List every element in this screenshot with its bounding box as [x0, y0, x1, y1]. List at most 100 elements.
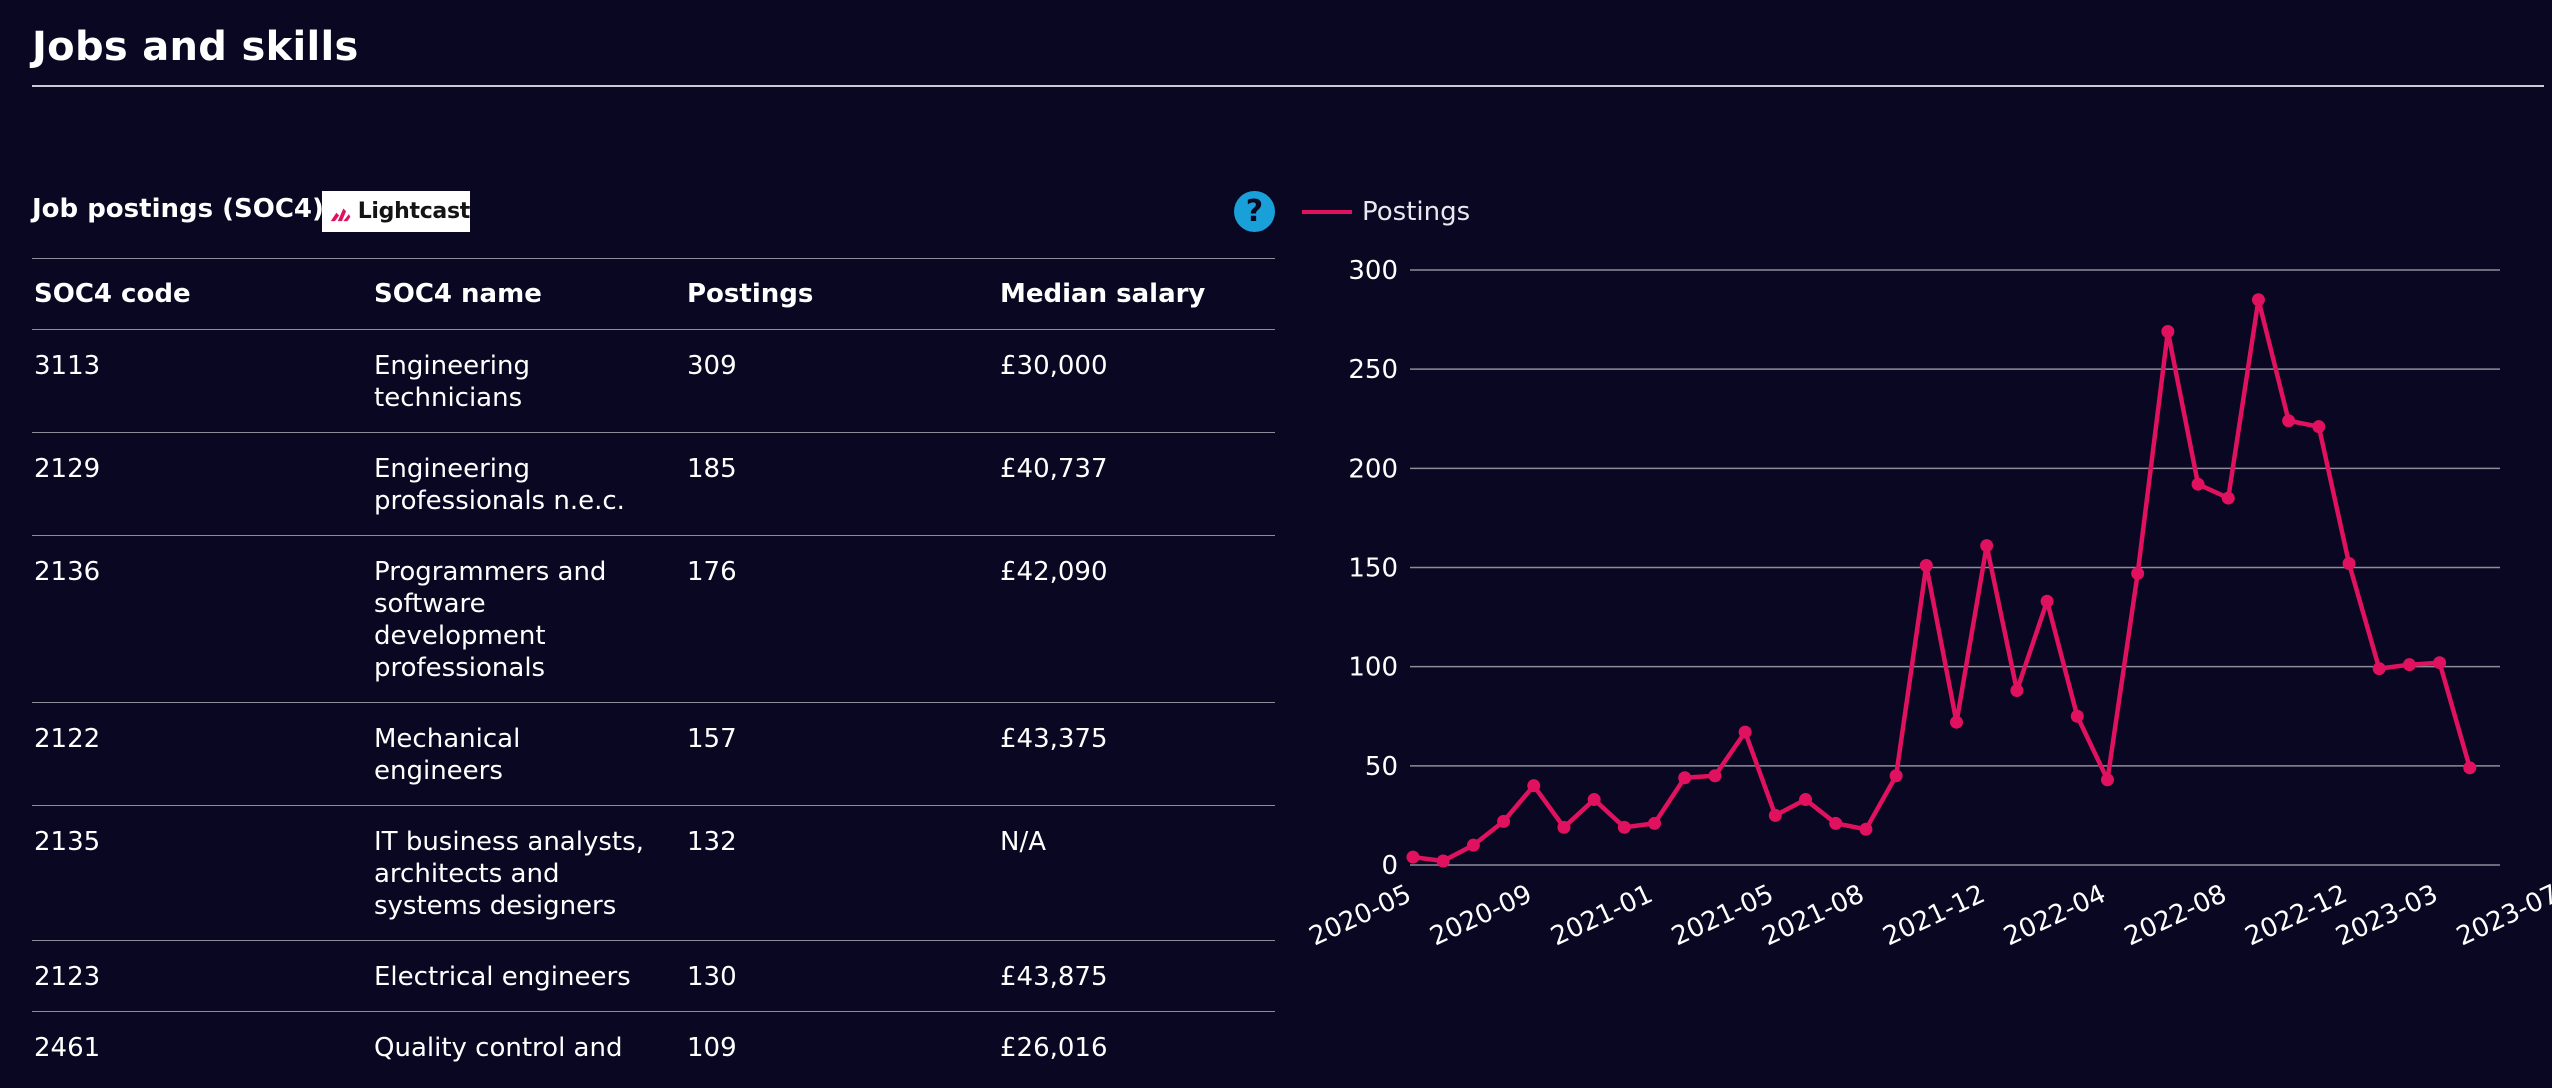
- x-tick-label: 2020-05: [1305, 879, 1416, 952]
- cell-salary: £30,000: [1000, 351, 1108, 381]
- data-point: [1436, 854, 1450, 868]
- data-point: [1557, 820, 1571, 834]
- cell-salary: £43,875: [1000, 962, 1108, 992]
- cell-code: 2129: [34, 454, 101, 484]
- data-point: [1799, 793, 1813, 807]
- table-row: 2122 Mechanical engineers 157 £43,375: [32, 702, 1275, 806]
- x-tick-label: 2023-03: [2331, 879, 2442, 952]
- cell-salary: £26,016: [1000, 1033, 1108, 1063]
- cell-name: Electrical engineers: [374, 962, 631, 992]
- data-point: [1497, 814, 1511, 828]
- data-point: [1678, 771, 1692, 785]
- data-point: [1406, 850, 1420, 864]
- x-tick-label: 2021-12: [1879, 879, 1990, 952]
- help-icon[interactable]: ?: [1234, 191, 1275, 232]
- series-line-postings: [1410, 297, 2473, 864]
- x-tick-label: 2020-09: [1426, 879, 1537, 952]
- data-point: [2282, 414, 2296, 428]
- cell-code: 2136: [34, 557, 101, 587]
- cell-name: Programmers and software development pro…: [374, 557, 607, 683]
- header-median-salary: Median salary: [1000, 279, 1206, 309]
- logo-text: Lightcast: [357, 199, 471, 224]
- x-tick-label: 2022-04: [1999, 879, 2110, 952]
- cell-salary: £42,090: [1000, 557, 1108, 587]
- data-point: [1708, 769, 1722, 783]
- y-tick-label: 300: [1348, 256, 1398, 286]
- x-tick-label: 2021-05: [1667, 879, 1778, 952]
- cell-name: IT business analysts, architects and sys…: [374, 827, 644, 921]
- cell-name: Mechanical engineers: [374, 724, 521, 786]
- data-point: [1980, 539, 1994, 553]
- lightcast-logo-icon: [330, 208, 351, 221]
- data-point: [2372, 662, 2386, 676]
- y-tick-label: 50: [1365, 752, 1398, 782]
- y-tick-label: 200: [1348, 454, 1398, 484]
- cell-name: Quality control and: [374, 1033, 623, 1063]
- data-point: [2100, 773, 2114, 787]
- data-point: [1889, 769, 1903, 783]
- cell-postings: 185: [687, 454, 737, 484]
- data-point: [2010, 683, 2024, 697]
- header-soc4-name: SOC4 name: [374, 279, 542, 309]
- data-point: [2070, 709, 2084, 723]
- data-point: [1829, 816, 1843, 830]
- data-point: [2402, 658, 2416, 672]
- cell-name: Engineering professionals n.e.c.: [374, 454, 625, 516]
- cell-postings: 176: [687, 557, 737, 587]
- cell-postings: 130: [687, 962, 737, 992]
- table-row: 2461 Quality control and 109 £26,016: [32, 1011, 1275, 1083]
- y-tick-label: 150: [1348, 554, 1398, 584]
- data-point: [2342, 557, 2356, 571]
- data-point: [2040, 594, 2054, 608]
- y-tick-label: 250: [1348, 355, 1398, 385]
- header-postings: Postings: [687, 279, 814, 309]
- cell-code: 2135: [34, 827, 101, 857]
- cell-postings: 309: [687, 351, 737, 381]
- title-divider: [32, 85, 2544, 87]
- y-tick-label: 0: [1381, 851, 1398, 881]
- table-row: 2129 Engineering professionals n.e.c. 18…: [32, 432, 1275, 536]
- cell-salary: £40,737: [1000, 454, 1108, 484]
- data-point: [1617, 820, 1631, 834]
- data-point: [2312, 420, 2326, 434]
- cell-postings: 157: [687, 724, 737, 754]
- table-row: 2136 Programmers and software developmen…: [32, 535, 1275, 703]
- y-tick-label: 100: [1348, 653, 1398, 683]
- x-tick-label: 2021-01: [1546, 879, 1657, 952]
- data-point: [2131, 566, 2145, 580]
- legend-swatch: [1302, 210, 1352, 214]
- cell-code: 2122: [34, 724, 101, 754]
- cell-postings: 132: [687, 827, 737, 857]
- data-point: [1768, 808, 1782, 822]
- table-header-row: SOC4 code SOC4 name Postings Median sala…: [32, 258, 1275, 330]
- cell-salary: N/A: [1000, 827, 1046, 857]
- section-title: Job postings (SOC4): [32, 194, 324, 224]
- x-tick-label: 2022-08: [2120, 879, 2231, 952]
- cell-postings: 109: [687, 1033, 737, 1063]
- table-row: 3113 Engineering technicians 309 £30,000: [32, 329, 1275, 433]
- job-postings-table: SOC4 code SOC4 name Postings Median sala…: [32, 258, 1275, 1082]
- cell-code: 2123: [34, 962, 101, 992]
- data-point: [1587, 793, 1601, 807]
- data-point: [1527, 779, 1541, 793]
- data-point: [2251, 293, 2265, 307]
- x-tick-label: 2022-12: [2241, 879, 2352, 952]
- data-point: [1919, 559, 1933, 573]
- cell-name: Engineering technicians: [374, 351, 530, 413]
- table-row: 2123 Electrical engineers 130 £43,875: [32, 940, 1275, 1012]
- x-tick-label: 2023-07: [2452, 879, 2552, 952]
- cell-salary: £43,375: [1000, 724, 1108, 754]
- chart-legend[interactable]: Postings: [1302, 197, 1470, 227]
- data-point: [1950, 715, 1963, 729]
- lightcast-logo: Lightcast: [322, 191, 470, 232]
- x-tick-label: 2021-08: [1758, 879, 1869, 952]
- data-point: [1466, 838, 1480, 852]
- legend-label: Postings: [1362, 197, 1471, 227]
- data-point: [1648, 816, 1662, 830]
- page-title: Jobs and skills: [32, 24, 359, 70]
- header-soc4-code: SOC4 code: [34, 279, 191, 309]
- data-point: [2191, 477, 2205, 491]
- data-point: [2221, 491, 2235, 505]
- cell-code: 3113: [34, 351, 101, 381]
- data-point: [2433, 656, 2447, 670]
